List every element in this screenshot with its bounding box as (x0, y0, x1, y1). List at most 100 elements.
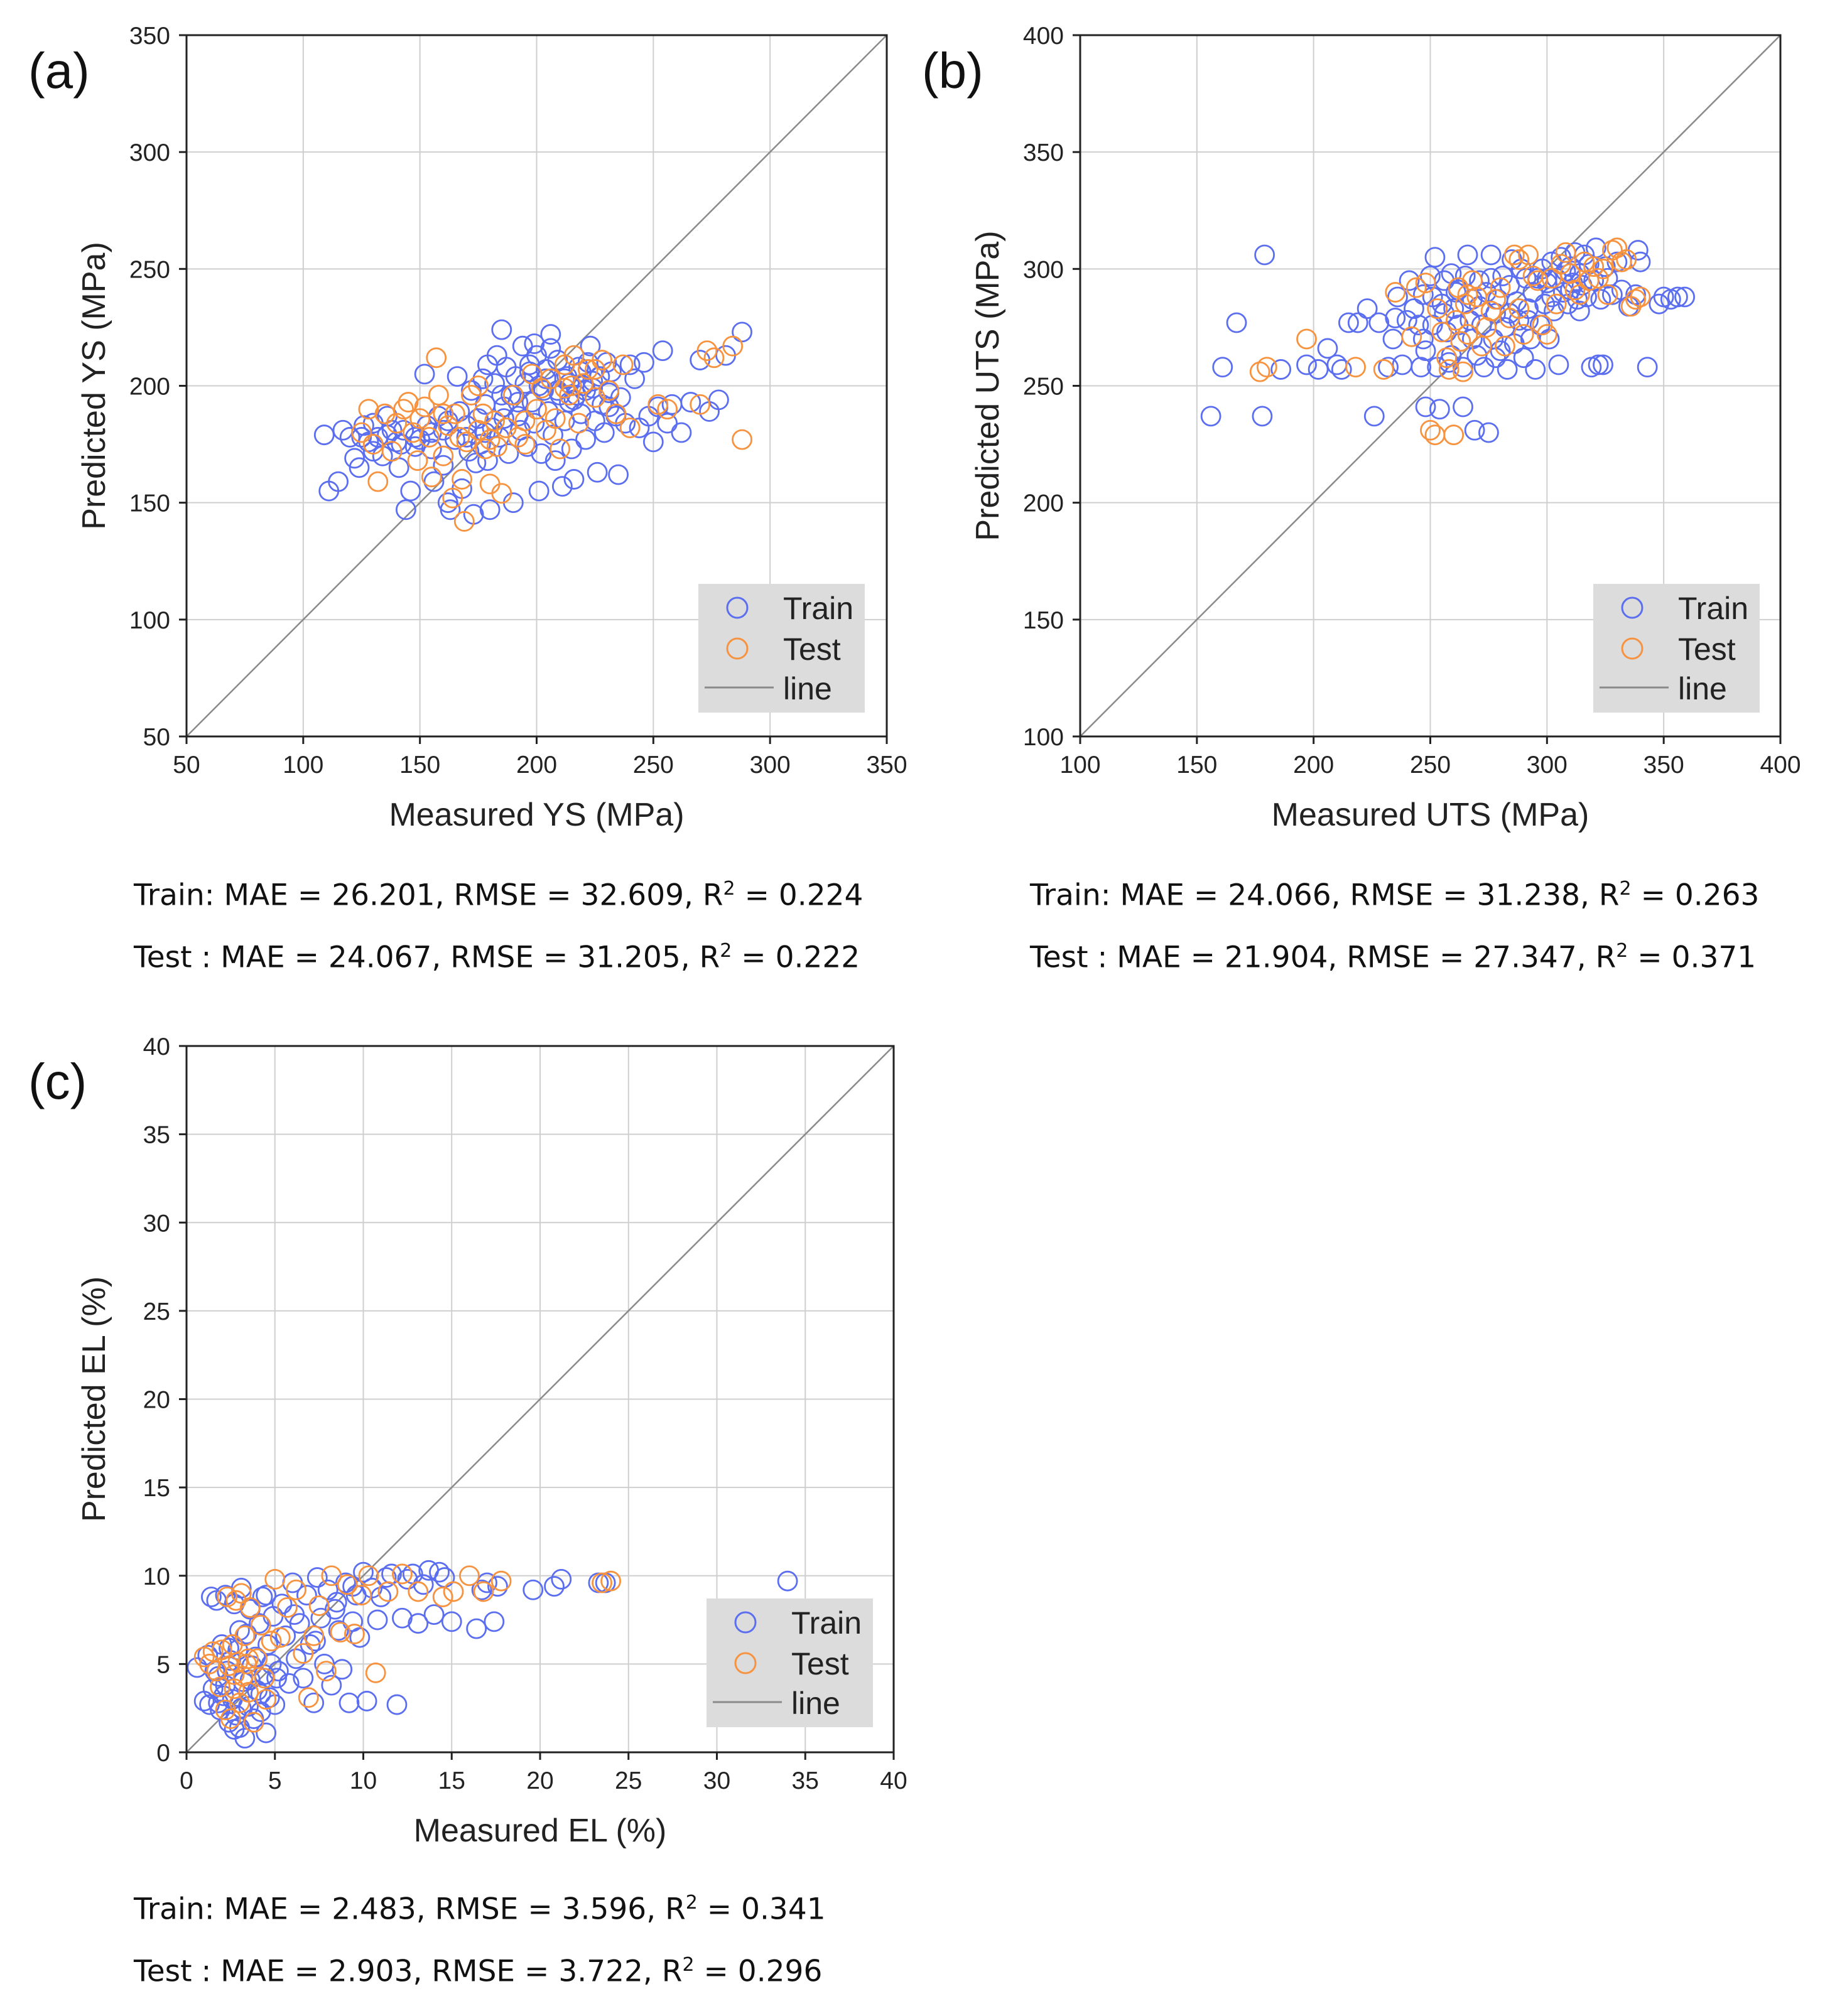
test-point (365, 1663, 386, 1683)
train-point (437, 410, 458, 431)
test-point (550, 438, 571, 460)
test-point (491, 483, 512, 504)
legend-train-marker (1621, 596, 1644, 619)
train-point (400, 480, 421, 502)
train-point (1443, 298, 1465, 320)
train-point (1490, 340, 1511, 362)
train-point (1541, 251, 1562, 272)
test-point (459, 1565, 480, 1587)
identity-line (1080, 35, 1781, 737)
test-point (1583, 256, 1605, 278)
test-point (1453, 361, 1473, 382)
train-point (328, 471, 349, 492)
train-point (540, 324, 561, 345)
test-point (392, 1563, 413, 1585)
train-point (1399, 270, 1420, 291)
x-tick-label: 10 (350, 1767, 377, 1794)
train-point (477, 1572, 497, 1593)
train-point (1513, 347, 1534, 369)
test-point (561, 375, 582, 396)
train-point (201, 1587, 222, 1607)
test-point (484, 410, 505, 431)
train-point (256, 1585, 277, 1606)
train-point (524, 412, 545, 434)
test-point (1457, 284, 1478, 305)
test-point (544, 408, 566, 429)
test-point (514, 410, 536, 431)
train-point (1429, 399, 1450, 420)
test-point (1495, 335, 1515, 357)
train-point (256, 1722, 277, 1744)
train-point (1296, 354, 1317, 375)
test-point (703, 347, 725, 369)
x-tick-label: 25 (615, 1767, 642, 1794)
test-point (256, 1689, 277, 1710)
test-point (1508, 298, 1530, 320)
y-tick-label: 100 (1023, 724, 1064, 751)
test-point (473, 1581, 494, 1602)
test-point (1249, 361, 1270, 382)
y-tick-label: 150 (129, 490, 170, 517)
train-point (1200, 406, 1221, 427)
legend-box (1593, 584, 1760, 713)
test-point (445, 403, 465, 424)
y-tick-label: 150 (1023, 607, 1064, 634)
train-point (1396, 310, 1417, 331)
train-point (313, 424, 335, 446)
train-point (619, 354, 641, 375)
test-point (1625, 289, 1646, 310)
train-point (587, 461, 608, 483)
test-point (479, 473, 501, 495)
y-tick-label: 20 (143, 1387, 170, 1414)
legend-test-label: Test (791, 1646, 849, 1681)
train-point (544, 1576, 565, 1597)
y-tick-label: 300 (129, 139, 170, 166)
test-point (1532, 315, 1553, 336)
test-point (559, 384, 580, 406)
test-point (1546, 293, 1567, 315)
test-point (277, 1597, 298, 1618)
test-point (502, 384, 524, 406)
train-point (1357, 298, 1378, 320)
x-tick-label: 250 (633, 752, 674, 779)
train-point (1385, 308, 1406, 328)
test-point (443, 1581, 464, 1602)
panel-label: (b) (922, 43, 983, 99)
test-point (1436, 347, 1457, 369)
test-point (585, 387, 605, 408)
train-point (1453, 396, 1473, 418)
test-point (293, 1643, 314, 1664)
train-point (266, 1668, 287, 1689)
test-point (269, 1627, 291, 1648)
train-point (414, 364, 435, 385)
test-point (592, 1572, 612, 1593)
x-tick-label: 250 (1410, 752, 1451, 779)
test-point (220, 1708, 241, 1729)
test-point (1385, 282, 1406, 303)
legend-line-label: line (783, 671, 832, 706)
train-point (598, 396, 620, 418)
test-point (1405, 277, 1427, 298)
test-point (1454, 293, 1476, 315)
test-point (227, 1652, 249, 1673)
train-point (484, 1611, 505, 1632)
test-point (442, 487, 463, 509)
train-point (296, 1585, 317, 1606)
test-point (254, 1668, 275, 1689)
y-tick-label: 350 (129, 23, 170, 50)
test-point (1373, 359, 1394, 380)
train-point (421, 438, 442, 460)
train-point (498, 443, 519, 464)
test-point (1443, 424, 1465, 446)
metrics-c-test: Test : MAE = 2.903, RMSE = 3.722, R2 = 0… (134, 1954, 823, 1989)
legend-line-label: line (791, 1686, 840, 1721)
train-point (708, 389, 729, 411)
legend-train-label: Train (783, 591, 853, 626)
y-tick-label: 50 (143, 724, 170, 751)
test-point (210, 1676, 230, 1698)
test-point (598, 380, 620, 401)
train-point (528, 480, 550, 502)
test-point (475, 438, 496, 460)
train-point (524, 333, 545, 354)
test-point (647, 394, 669, 415)
